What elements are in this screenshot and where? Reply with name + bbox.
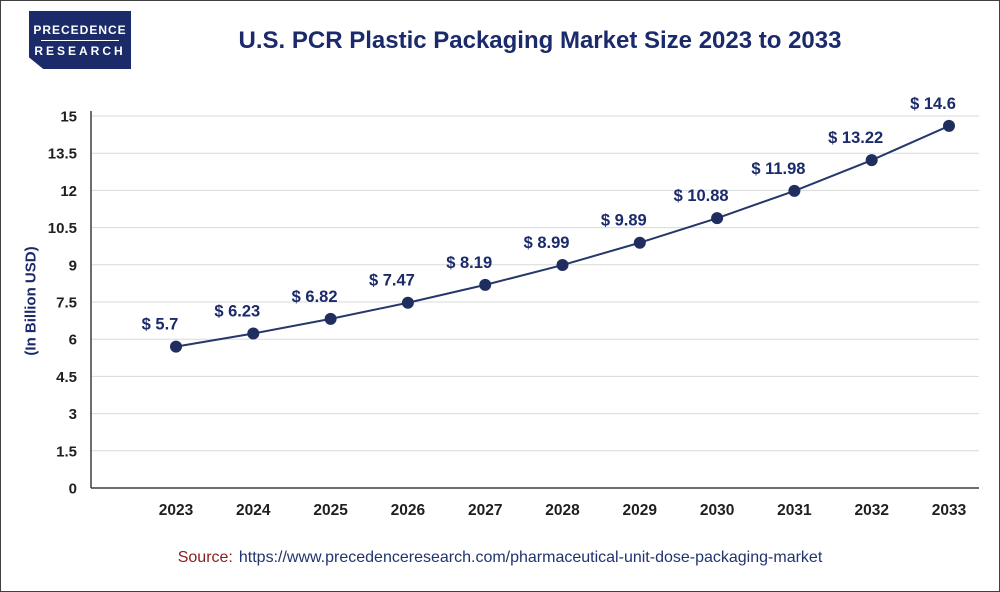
data-point	[711, 212, 724, 225]
data-point	[788, 184, 801, 197]
y-axis-tick-label: 15	[60, 109, 77, 126]
x-axis-tick-label: 2033	[932, 502, 967, 519]
y-axis-tick-label: 9	[69, 257, 77, 274]
y-axis-tick-label: 3	[69, 406, 77, 423]
y-axis-tick-label: 1.5	[56, 443, 77, 460]
data-point-label: $ 5.7	[142, 316, 179, 334]
y-axis-title: (In Billion USD)	[22, 246, 40, 356]
source-label: Source:	[177, 549, 233, 566]
data-point-label: $ 14.6	[910, 95, 956, 113]
x-axis-tick-label: 2023	[159, 502, 194, 519]
data-point	[943, 119, 955, 132]
y-axis-tick-label: 6	[69, 332, 77, 349]
page-title: U.S. PCR Plastic Packaging Market Size 2…	[238, 27, 842, 54]
x-axis-tick-label: 2026	[391, 502, 426, 519]
source-row: Source: https://www.precedenceresearch.co…	[1, 549, 999, 567]
data-point	[556, 259, 569, 272]
x-axis-tick-label: 2024	[236, 502, 271, 519]
x-axis-tick-label: 2031	[777, 502, 812, 519]
y-axis-tick-label: 12	[60, 183, 77, 200]
data-point-label: $ 13.22	[828, 129, 883, 147]
header: PRECEDENCE RESEARCH U.S. PCR Plastic Pac…	[1, 1, 999, 79]
data-point-label: $ 8.99	[524, 234, 570, 252]
chart-area: 0 1.5 3 4.5 6 7.5 9 10.5 12 13.5 15 2023 2024 2025 202…	[1, 71, 999, 531]
data-point-label: $ 9.89	[601, 212, 647, 230]
x-axis-tick-label: 2027	[468, 502, 502, 519]
line-chart: 0 1.5 3 4.5 6 7.5 9 10.5 12 13.5 15 2023 2024 2025 202…	[48, 95, 979, 519]
data-point	[247, 327, 260, 340]
data-point-label: $ 6.82	[292, 288, 338, 306]
x-axis-tick-label: 2030	[700, 502, 734, 519]
precedence-research-logo: PRECEDENCE RESEARCH	[29, 11, 131, 69]
y-axis-tick-label: 10.5	[48, 220, 77, 237]
x-axis-tick-label: 2029	[623, 502, 658, 519]
y-axis-tick-label: 13.5	[48, 146, 77, 163]
source-link[interactable]: https://www.precedenceresearch.com/pharm…	[238, 549, 823, 566]
y-axis-tick-label: 7.5	[56, 295, 77, 312]
data-point	[633, 236, 646, 249]
y-axis-tick-label: 4.5	[56, 369, 77, 386]
data-point	[324, 312, 337, 325]
data-point-label: $ 7.47	[369, 272, 415, 290]
data-point	[865, 154, 878, 167]
x-axis-tick-label: 2032	[854, 502, 888, 519]
data-point	[170, 340, 182, 353]
data-point	[479, 278, 492, 291]
logo-divider	[41, 39, 119, 41]
data-point-label: $ 8.19	[446, 254, 492, 272]
x-axis-tick-label: 2028	[545, 502, 580, 519]
data-point-label: $ 10.88	[674, 187, 729, 205]
logo-line1: PRECEDENCE	[33, 22, 127, 37]
y-axis-tick-label: 0	[69, 481, 77, 498]
x-axis-tick-label: 2025	[313, 502, 348, 519]
data-point-label: $ 6.23	[214, 302, 260, 320]
data-point-label: $ 11.98	[751, 160, 805, 178]
logo-line2: RESEARCH	[34, 43, 126, 58]
data-point	[401, 296, 414, 309]
